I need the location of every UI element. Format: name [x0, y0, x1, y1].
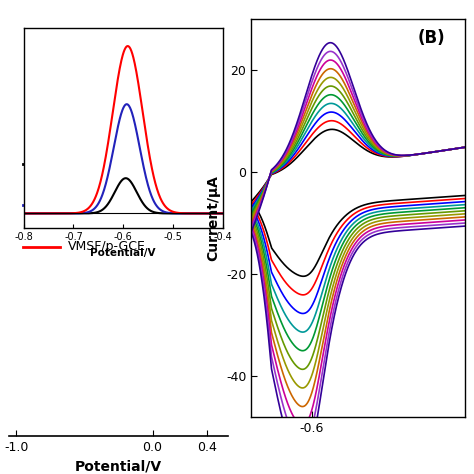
X-axis label: Potential/V: Potential/V [91, 248, 156, 258]
Text: VMSF/p-GCE: VMSF/p-GCE [68, 240, 146, 254]
Text: p-GCE: p-GCE [68, 199, 107, 212]
Text: bare GCE: bare GCE [68, 157, 127, 170]
Y-axis label: Current/μA: Current/μA [207, 175, 220, 261]
X-axis label: Potential/V: Potential/V [75, 459, 162, 474]
Text: (B): (B) [418, 29, 445, 47]
